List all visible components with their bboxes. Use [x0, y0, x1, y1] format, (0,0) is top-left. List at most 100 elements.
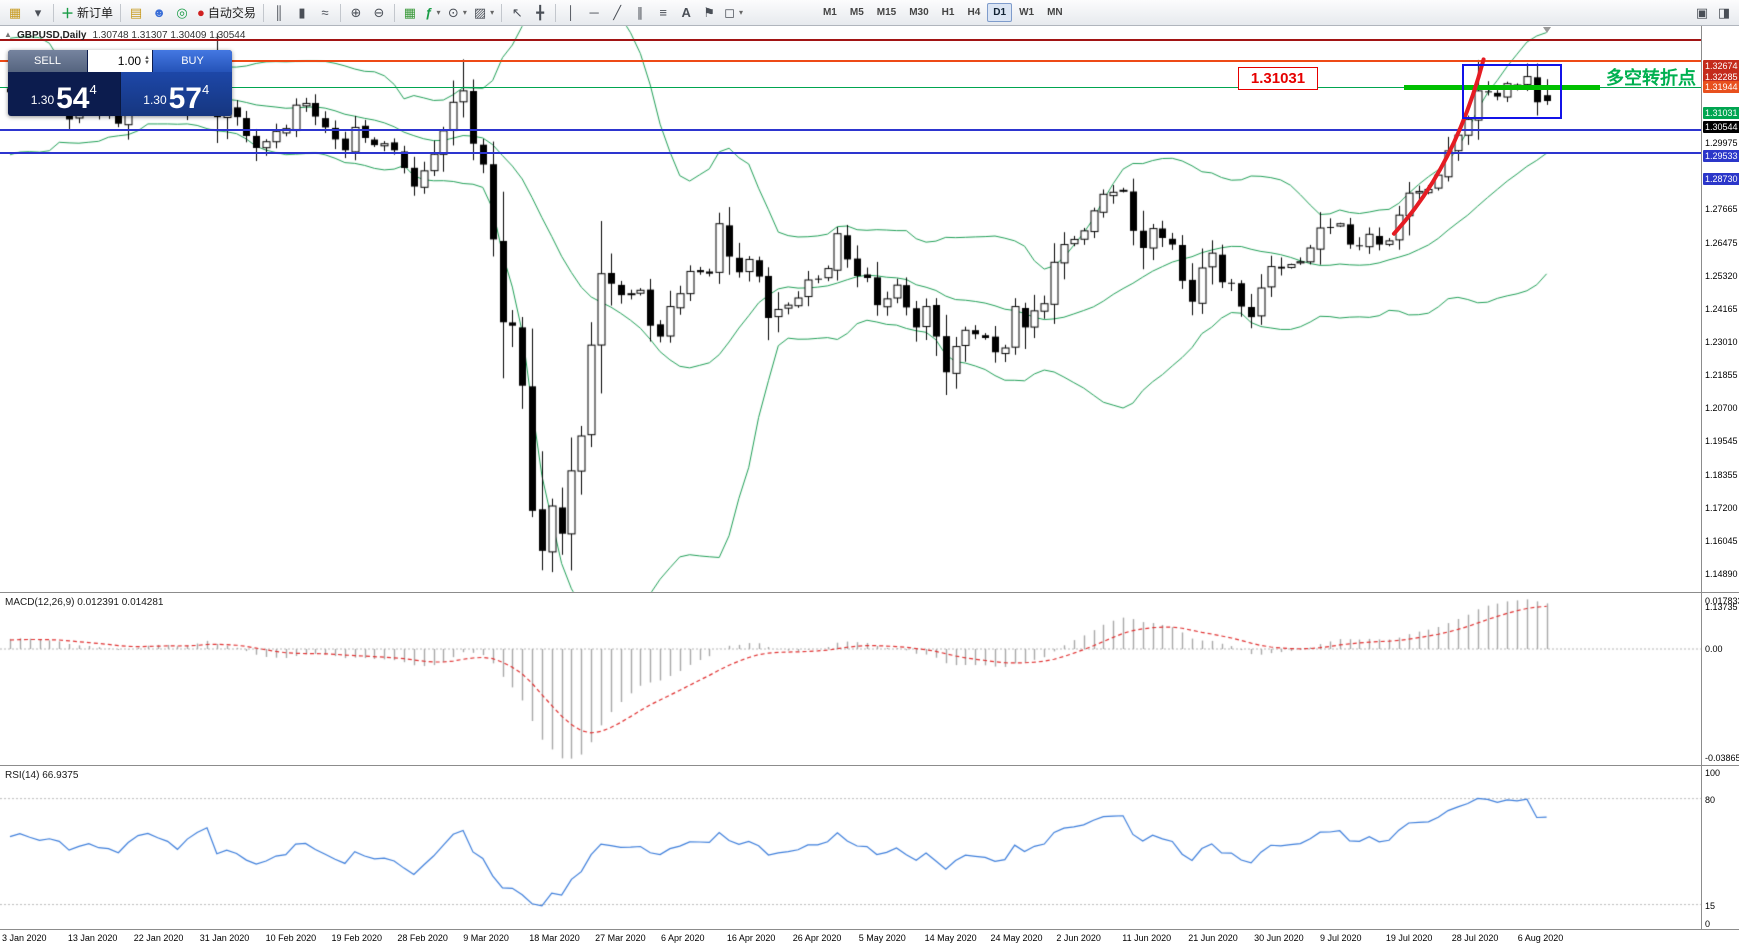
toolbar-extra-button-1[interactable]: ▣	[1691, 2, 1713, 24]
profiles-button[interactable]: ▾	[27, 2, 49, 24]
indicators-icon: ƒ	[425, 5, 433, 20]
tile-windows-button[interactable]: ▦	[399, 2, 421, 24]
date-label: 2 Jun 2020	[1056, 933, 1101, 943]
data-window-button[interactable]: ☻	[148, 2, 170, 24]
horizontal-line-object[interactable]	[0, 128, 1701, 131]
buy-button[interactable]: BUY	[152, 50, 232, 72]
sell-price-display[interactable]: 1.30 54 4	[8, 72, 120, 116]
indicators-button[interactable]: ƒ ▾	[422, 2, 444, 24]
one-click-collapse-toggle[interactable]: ▲	[4, 30, 12, 39]
price-axis-label: 1.19545	[1705, 436, 1738, 447]
price-axis-label: 1.18355	[1705, 470, 1738, 481]
volume-field[interactable]: 1.00 ▲ ▼	[88, 50, 152, 72]
horizontal-line-button[interactable]: ─	[583, 2, 605, 24]
candlestick-button[interactable]: ▮	[291, 2, 313, 24]
price-axis-label: 1.26475	[1705, 238, 1738, 249]
vertical-line-icon: │	[567, 5, 576, 20]
price-axis-label: 1.29533	[1703, 149, 1739, 162]
price-axis[interactable]: 1.32674 1.32285 1.31944 1.31031 1.30544 1.299…	[1702, 26, 1739, 929]
bar-chart-button[interactable]: ║	[268, 2, 290, 24]
horizontal-line-object[interactable]	[0, 151, 1701, 154]
autotrading-button[interactable]: ● 自动交易	[194, 2, 259, 24]
panel-separator[interactable]	[0, 765, 1739, 766]
green-pivot-segment[interactable]	[1404, 84, 1600, 90]
date-label: 22 Jan 2020	[133, 933, 184, 943]
date-label: 28 Jul 2020	[1451, 933, 1499, 943]
vertical-line-button[interactable]: │	[560, 2, 582, 24]
price-axis-label: 1.29975	[1705, 138, 1738, 149]
timeframe-button[interactable]: M15	[876, 7, 897, 18]
shapes-button[interactable]: ◻ ▾	[721, 2, 746, 24]
line-chart-button[interactable]: ≈	[314, 2, 336, 24]
fibonacci-button[interactable]: ≡	[652, 2, 674, 24]
toolbar-extra-button-2[interactable]: ◨	[1713, 2, 1735, 24]
price-axis-label: 1.27665	[1705, 204, 1738, 215]
chevron-down-icon: ▾	[490, 8, 495, 17]
date-label: 18 Mar 2020	[529, 933, 580, 943]
navigator-icon: ◎	[176, 4, 188, 20]
buy-price-display[interactable]: 1.30 57 4	[119, 72, 232, 116]
price-axis-label: 1.31031	[1703, 107, 1739, 120]
new-order-button[interactable]: ＋ 新订单	[58, 2, 116, 24]
timeframe-button[interactable]: M30	[909, 7, 929, 18]
timeframe-button[interactable]: H1	[941, 7, 955, 18]
toolbar-separator	[53, 3, 54, 22]
periods-button[interactable]: ⊙ ▾	[445, 2, 470, 24]
crosshair-button[interactable]: ╋	[529, 2, 551, 24]
horizontal-line-object[interactable]	[0, 86, 1701, 88]
macd-axis-label: 0.00	[1705, 644, 1723, 654]
timeframe-button[interactable]: H4	[967, 7, 981, 18]
date-label: 16 Apr 2020	[726, 933, 776, 943]
consolidation-box[interactable]	[1461, 63, 1563, 119]
rsi-label: RSI(14) 66.9375	[5, 770, 79, 781]
price-axis-label: 1.28730	[1703, 172, 1739, 185]
date-label: 13 Jan 2020	[67, 933, 118, 943]
price-axis-label: 1.32285	[1703, 71, 1739, 84]
date-label: 19 Jul 2020	[1385, 933, 1433, 943]
timeframe-button[interactable]: M1	[822, 7, 837, 18]
rsi-axis-label: 80	[1705, 794, 1716, 805]
new-chart-button[interactable]: ▦	[4, 2, 26, 24]
zoom-in-button[interactable]: ⊕	[345, 2, 367, 24]
price-callout[interactable]: 1.31031	[1238, 67, 1318, 90]
date-label: 27 Mar 2020	[595, 933, 646, 943]
navigator-button[interactable]: ◎	[171, 2, 193, 24]
macd-axis-label: -0.038659	[1705, 753, 1739, 763]
volume-value: 1.00	[117, 54, 142, 68]
price-axis-label: 1.31944	[1703, 81, 1739, 94]
ohlc-values: 1.30748 1.31307 1.30409 1.30544	[92, 30, 246, 41]
buy-price-prefix: 1.30	[143, 93, 167, 107]
zoom-out-button[interactable]: ⊖	[368, 2, 390, 24]
time-axis[interactable]: 3 Jan 2020 13 Jan 2020 22 Jan 2020 31 Jan 2…	[0, 930, 1739, 947]
horizontal-line-object[interactable]	[0, 60, 1701, 63]
market-watch-button[interactable]: ▤	[125, 2, 147, 24]
date-label: 3 Jan 2020	[2, 933, 47, 943]
panel-separator[interactable]	[0, 592, 1739, 593]
sell-button[interactable]: SELL	[8, 50, 88, 72]
horizontal-line-object[interactable]	[0, 39, 1701, 42]
timeframe-button[interactable]: W1	[1019, 7, 1035, 18]
person-icon: ☻	[152, 5, 166, 20]
timeframe-button[interactable]: D1	[987, 3, 1013, 22]
trendline-button[interactable]: ╱	[606, 2, 628, 24]
date-label: 6 Apr 2020	[661, 933, 705, 943]
market-watch-icon: ▤	[129, 4, 143, 20]
buy-price-big: 57	[168, 81, 202, 115]
pivot-annotation-text[interactable]: 多空转折点	[1606, 68, 1696, 88]
channel-button[interactable]: ∥	[629, 2, 651, 24]
cursor-button[interactable]: ↖	[506, 2, 528, 24]
candlestick-icon: ▮	[298, 4, 306, 20]
text-button[interactable]: A	[675, 2, 697, 24]
templates-button[interactable]: ▨ ▾	[471, 2, 497, 24]
volume-stepper[interactable]: ▲ ▼	[144, 55, 150, 66]
timeframe-button[interactable]: M5	[849, 7, 864, 18]
chart-shift-marker[interactable]	[1543, 27, 1551, 33]
macd-axis-label: 0.017833	[1705, 596, 1739, 606]
chevron-down-icon: ▾	[462, 8, 467, 17]
text-label-button[interactable]: ⚑	[698, 2, 720, 24]
tile-windows-icon: ▦	[403, 4, 417, 20]
timeframe-button[interactable]: MN	[1047, 7, 1063, 18]
symbol-name: GBPUSD,Daily	[17, 30, 87, 41]
shapes-icon: ◻	[724, 4, 735, 20]
